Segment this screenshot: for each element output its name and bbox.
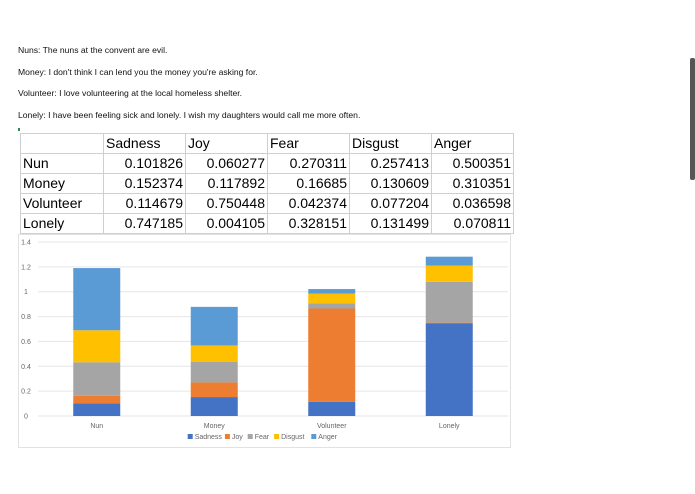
emotion-table: Sadness Joy Fear Disgust Anger Nun 0.101… <box>20 133 514 234</box>
y-tick-label: 0.6 <box>21 339 31 346</box>
legend-swatch-sadness <box>187 434 193 439</box>
table-cell: 0.131499 <box>349 213 432 234</box>
vertical-scrollbar[interactable] <box>690 58 695 180</box>
legend-label-fear: Fear <box>255 434 270 441</box>
x-tick-label: Lonely <box>439 423 460 430</box>
legend-swatch-joy <box>224 434 230 439</box>
table-row-label: Nun <box>20 153 104 174</box>
bar-segment-fear-nun <box>73 362 121 396</box>
table-cell: 0.036598 <box>431 193 514 214</box>
table-cell: 0.130609 <box>349 173 432 194</box>
table-cell: 0.500351 <box>431 153 514 174</box>
table-cell: 0.060277 <box>185 153 268 174</box>
y-tick-label: 0 <box>24 414 28 421</box>
legend-swatch-anger <box>311 434 317 439</box>
table-header-joy: Joy <box>185 133 268 154</box>
bar-segment-sadness-lonely <box>425 323 473 416</box>
bar-segment-joy-lonely <box>425 322 473 324</box>
table-cell: 0.310351 <box>431 173 514 194</box>
legend-label-anger: Anger <box>318 434 337 441</box>
y-tick-label: 0.8 <box>21 314 31 321</box>
sentence-nuns: Nuns: The nuns at the convent are evil. <box>18 45 168 55</box>
y-tick-label: 1.4 <box>21 240 31 247</box>
table-header-fear: Fear <box>267 133 350 154</box>
table-row-label: Volunteer <box>20 193 104 214</box>
bar-segment-joy-money <box>190 382 238 398</box>
y-tick-label: 0.4 <box>21 364 31 371</box>
legend-label-disgust: Disgust <box>281 434 304 441</box>
bar-segment-anger-money <box>190 306 238 346</box>
bar-segment-fear-volunteer <box>308 303 356 309</box>
table-header-anger: Anger <box>431 133 514 154</box>
table-cell: 0.328151 <box>267 213 350 234</box>
table-corner-cell <box>20 133 104 154</box>
sentence-money: Money: I don't think I can lend you the … <box>18 66 258 77</box>
table-row-label: Money <box>20 173 104 194</box>
bar-segment-sadness-money <box>190 397 238 416</box>
bar-segment-joy-nun <box>73 395 121 404</box>
legend-swatch-fear <box>247 434 253 439</box>
y-tick-label: 1.2 <box>21 264 31 271</box>
bar-segment-sadness-nun <box>73 403 121 416</box>
bar-segment-anger-lonely <box>425 256 473 266</box>
bar-segment-sadness-volunteer <box>308 401 356 416</box>
x-tick-label: Volunteer <box>317 423 347 430</box>
cursor-marker <box>18 128 20 131</box>
legend-label-joy: Joy <box>232 434 243 441</box>
table-cell: 0.004105 <box>185 213 268 234</box>
y-tick-label: 1 <box>24 289 28 296</box>
table-header-disgust: Disgust <box>349 133 432 154</box>
sentence-lonely: Lonely: I have been feeling sick and lon… <box>18 109 361 120</box>
table-row: Nun 0.101826 0.060277 0.270311 0.257413 … <box>20 153 514 174</box>
bar-segment-anger-volunteer <box>308 289 356 294</box>
table-cell: 0.077204 <box>349 193 432 214</box>
bar-segment-joy-volunteer <box>308 308 356 402</box>
table-row-label: Lonely <box>20 213 104 234</box>
bar-segment-fear-money <box>190 361 238 383</box>
sentence-volunteer: Volunteer: I love volunteering at the lo… <box>18 88 243 98</box>
x-tick-label: Nun <box>90 423 103 430</box>
table-cell: 0.747185 <box>103 213 186 234</box>
table-cell: 0.152374 <box>103 173 186 194</box>
y-tick-label: 0.2 <box>21 389 31 396</box>
table-row: Lonely 0.747185 0.004105 0.328151 0.1314… <box>20 213 514 234</box>
table-header-row: Sadness Joy Fear Disgust Anger <box>20 133 514 154</box>
legend-swatch-disgust <box>274 434 280 439</box>
table-row: Money 0.152374 0.117892 0.16685 0.130609… <box>20 173 514 194</box>
bar-segment-disgust-nun <box>73 330 121 363</box>
table-cell: 0.101826 <box>103 153 186 174</box>
table-cell: 0.750448 <box>185 193 268 214</box>
table-cell: 0.16685 <box>267 173 350 194</box>
stacked-bar-chart: 0 0.2 0.4 0.6 0.8 1 1.2 1.4 Nun Money Volunteer Lon… <box>18 234 511 448</box>
bar-segment-disgust-volunteer <box>308 293 356 304</box>
table-cell: 0.070811 <box>431 213 514 234</box>
x-tick-label: Money <box>204 423 226 430</box>
bar-segment-disgust-money <box>190 345 238 362</box>
bar-segment-fear-lonely <box>425 281 473 323</box>
chart-canvas: 0 0.2 0.4 0.6 0.8 1 1.2 1.4 Nun Money Volunteer Lon… <box>18 234 511 448</box>
bar-segment-anger-nun <box>73 268 121 331</box>
table-row: Volunteer 0.114679 0.750448 0.042374 0.0… <box>20 193 514 214</box>
table-cell: 0.042374 <box>267 193 350 214</box>
table-cell: 0.257413 <box>349 153 432 174</box>
legend-label-sadness: Sadness <box>195 434 223 441</box>
sentence-list: Nuns: The nuns at the convent are evil. … <box>18 44 518 130</box>
table-header-sadness: Sadness <box>103 133 186 154</box>
table-cell: 0.117892 <box>185 173 268 194</box>
table-cell: 0.270311 <box>267 153 350 174</box>
table-cell: 0.114679 <box>103 193 186 214</box>
bar-segment-disgust-lonely <box>425 265 473 282</box>
